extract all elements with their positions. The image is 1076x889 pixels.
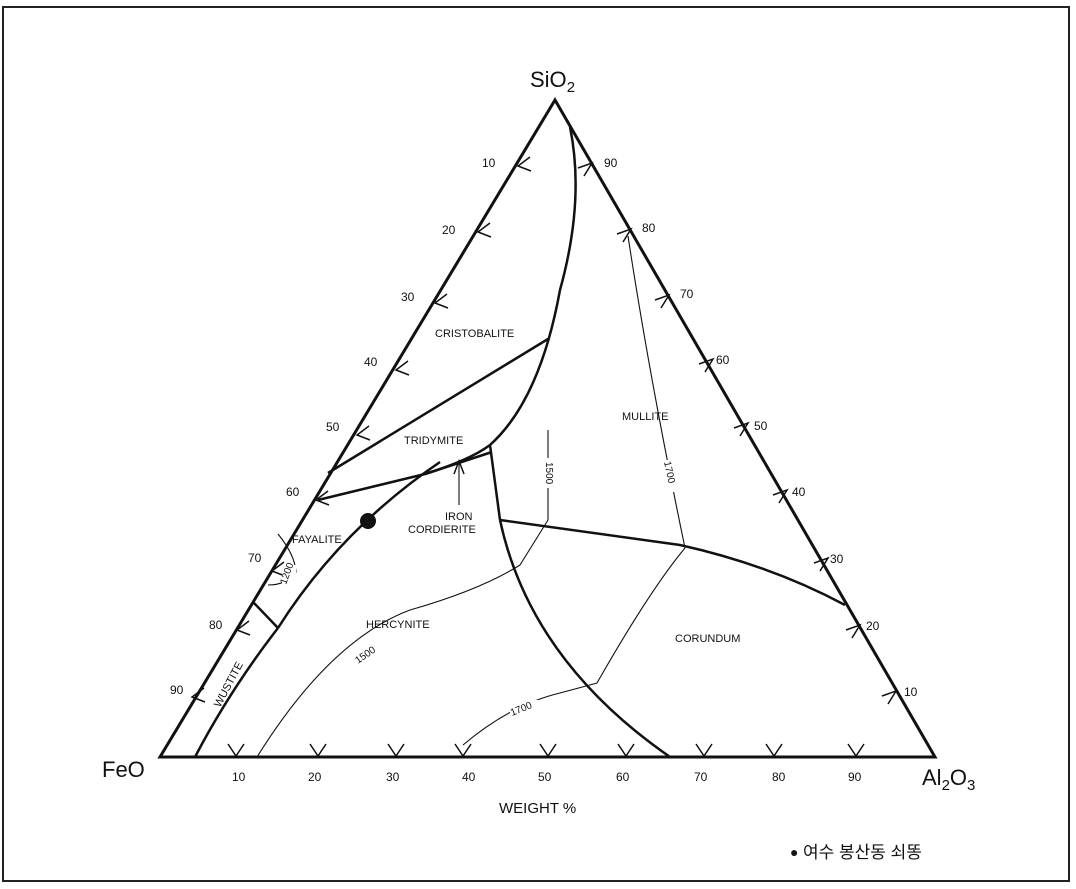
isotherm-labels: 1500 1700 1200 1500 1700 (278, 458, 677, 719)
bottom-tick-label: 10 (232, 770, 246, 784)
bottom-tick-label: 70 (694, 770, 708, 784)
right-tick-labels: 90 80 70 60 50 40 30 20 10 (604, 156, 918, 699)
boundary-mullite-corundum (499, 518, 846, 607)
left-tick-label: 20 (442, 223, 456, 237)
phase-field-labels: CRISTOBALITE TRIDYMITE MULLITE IRON CORD… (212, 328, 740, 709)
field-iron: IRON (445, 511, 473, 523)
cordierite-arrowhead (453, 458, 465, 475)
isotherm-label-bg (354, 646, 390, 662)
left-tick-label: 90 (170, 683, 184, 697)
isotherm-label-bg (660, 460, 674, 492)
isotherm-label-bg (282, 565, 296, 591)
legend-marker: ● (790, 844, 798, 860)
right-tick-label: 40 (792, 485, 806, 499)
axis-label-weight-percent: WEIGHT % (499, 800, 576, 817)
boundary-cristobalite-tridymite (327, 337, 549, 475)
isotherm-1700-upper (627, 235, 686, 549)
field-corundum: CORUNDUM (675, 633, 740, 645)
left-tick-label: 10 (482, 156, 496, 170)
boundary-wustite (193, 627, 279, 758)
left-tick-label: 50 (326, 420, 340, 434)
boundary-hercynite-corundum (498, 519, 671, 759)
vertex-sio2-label: SiO2 (530, 67, 575, 96)
right-tick-label: 50 (754, 419, 768, 433)
bottom-tick-labels: 10 20 30 40 50 60 70 80 90 (232, 770, 862, 784)
field-mullite: MULLITE (622, 411, 668, 423)
vertex-al2o3-label: Al2O3 (922, 765, 975, 794)
vertex-feo-label: FeO (102, 757, 145, 782)
field-fayalite: FAYALITE (292, 534, 342, 546)
right-tick-label: 60 (716, 353, 730, 367)
boundary-wustite-fayalite (253, 602, 279, 629)
right-tick-label: 80 (642, 221, 656, 235)
phase-boundaries (193, 126, 846, 759)
right-tick-label: 30 (830, 552, 844, 566)
isotherm-label-1500-upper: 1500 (543, 462, 554, 485)
boundary-cristobalite-mullite (489, 126, 577, 446)
field-cristobalite: CRISTOBALITE (435, 328, 514, 340)
isotherm-1700-lower (462, 547, 686, 746)
left-tick-label: 60 (286, 485, 300, 499)
isotherm-label-bg (510, 700, 540, 714)
ternary-triangle (157, 97, 938, 759)
field-hercynite: HERCYNITE (366, 619, 430, 631)
isotherm-label-1700-upper: 1700 (661, 460, 676, 484)
isotherm-label-bg (542, 458, 556, 488)
bottom-tick-marks (227, 743, 865, 758)
bottom-tick-label: 30 (386, 770, 400, 784)
left-tick-labels: 10 20 30 40 50 60 70 80 90 (170, 156, 496, 697)
boundary-fayalite-hercynite (276, 460, 441, 629)
bottom-tick-label: 60 (616, 770, 630, 784)
bottom-tick-label: 50 (538, 770, 552, 784)
legend: ● 여수 봉산동 쇠똥 (790, 843, 922, 862)
bottom-tick-label: 20 (308, 770, 322, 784)
left-tick-label: 40 (364, 355, 378, 369)
right-tick-marks (577, 161, 898, 705)
left-tick-label: 80 (209, 618, 223, 632)
sample-point (360, 513, 376, 529)
right-tick-label: 10 (904, 685, 918, 699)
left-tick-marks (190, 156, 532, 703)
legend-text: 여수 봉산동 쇠똥 (803, 843, 922, 862)
figure-border (2, 6, 1070, 882)
bottom-tick-label: 40 (462, 770, 476, 784)
field-tridymite: TRIDYMITE (404, 435, 463, 447)
field-cordierite: CORDIERITE (408, 524, 476, 536)
right-tick-label: 70 (680, 287, 694, 301)
left-tick-label: 70 (248, 551, 262, 565)
boundary-hercynite-mullite (488, 444, 502, 521)
bottom-tick-label: 90 (848, 770, 862, 784)
right-tick-label: 20 (866, 619, 880, 633)
left-tick-label: 30 (401, 290, 415, 304)
bottom-tick-label: 80 (772, 770, 786, 784)
isotherm-1500-lower (256, 519, 549, 758)
field-wustite: WUSTITE (212, 660, 246, 709)
right-tick-label: 90 (604, 156, 618, 170)
